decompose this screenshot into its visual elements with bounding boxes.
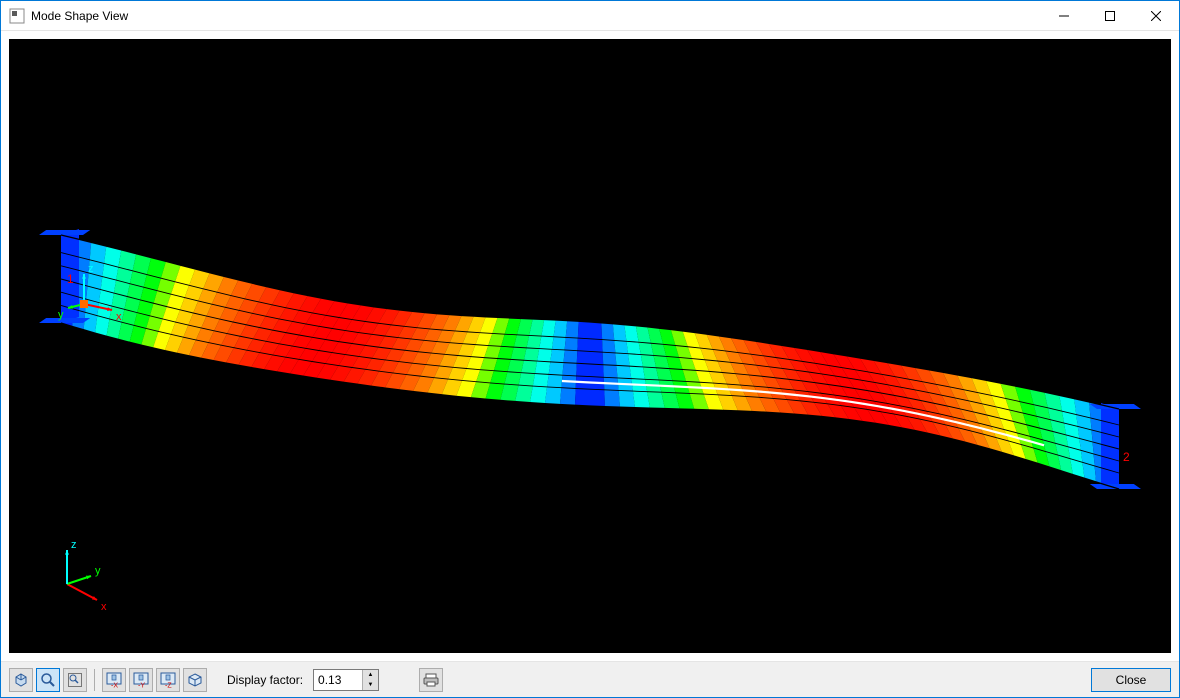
view-x-button[interactable]: -X [102,668,126,692]
print-button[interactable] [419,668,443,692]
window-title: Mode Shape View [31,9,128,23]
mode-shape-viewport[interactable]: 1 2 x y z x y z [9,39,1171,653]
svg-text:-X: -X [111,682,118,688]
svg-text:x: x [116,311,122,323]
display-factor-down-button[interactable]: ▼ [363,680,378,690]
svg-text:2: 2 [1123,450,1130,464]
svg-text:1: 1 [67,272,74,286]
display-factor-input[interactable] [314,670,362,690]
svg-text:y: y [58,309,64,321]
viewport-container: 1 2 x y z x y z [1,31,1179,661]
titlebar: Mode Shape View [1,1,1179,31]
close-button[interactable]: Close [1091,668,1171,692]
zoom-window-button[interactable] [36,668,60,692]
maximize-button[interactable] [1087,1,1133,31]
view-z-button[interactable]: -Z [156,668,180,692]
window-close-button[interactable] [1133,1,1179,31]
display-factor-spinbox[interactable]: ▲ ▼ [313,669,379,691]
svg-text:z: z [71,539,77,551]
app-icon [9,8,25,24]
display-factor-label: Display factor: [227,673,303,687]
bottom-toolbar: -X -Y -Z Display factor: ▲ ▼ Close [1,661,1179,697]
svg-text:z: z [88,263,94,275]
mode-shape-canvas: 1 2 x y z x y z [9,39,1171,653]
minimize-button[interactable] [1041,1,1087,31]
svg-text:-Y: -Y [138,682,145,688]
app-window: Mode Shape View 1 2 x y z x y z -X -Y -Z Display … [0,0,1180,698]
rotate-view-button[interactable] [9,668,33,692]
svg-text:x: x [101,601,107,613]
view-iso-button[interactable] [183,668,207,692]
svg-text:y: y [95,565,101,577]
view-y-button[interactable]: -Y [129,668,153,692]
display-factor-up-button[interactable]: ▲ [363,670,378,680]
zoom-extents-button[interactable] [63,668,87,692]
svg-text:-Z: -Z [165,682,172,688]
